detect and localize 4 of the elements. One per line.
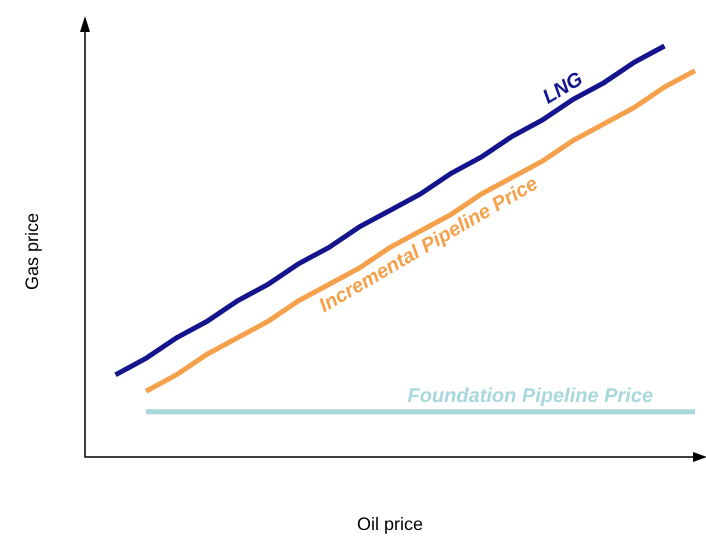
series-label: Foundation Pipeline Price	[408, 384, 654, 407]
y-axis-title: Gas price	[22, 212, 42, 290]
text: LNG	[539, 68, 587, 108]
x-axis-title: Oil price	[356, 514, 424, 534]
